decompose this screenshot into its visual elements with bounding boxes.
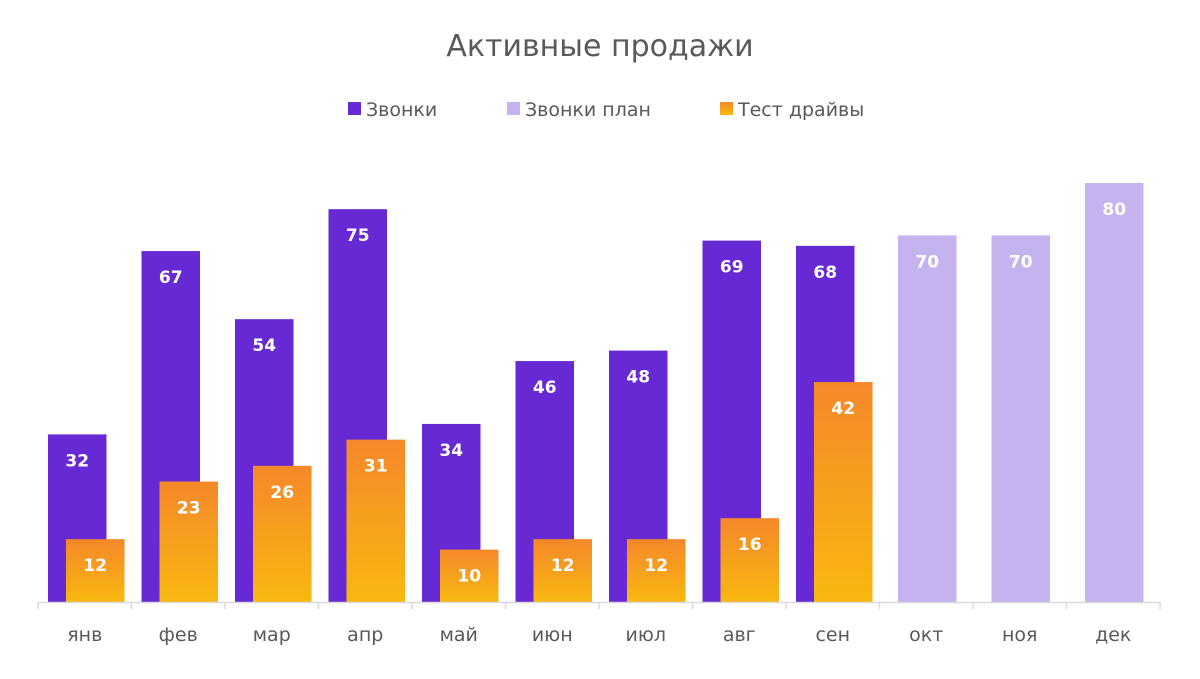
bar-Тест-драйвы-апр	[346, 439, 405, 602]
bar-Тест-драйвы-июл	[627, 539, 686, 602]
x-axis: янв фев мар апр май июн июл авг сен окт ноя дек	[37, 601, 1161, 646]
data-label: 75	[346, 226, 370, 246]
data-label: 12	[644, 556, 668, 576]
legend: Звонки Звонки план Тест драйвы	[348, 99, 864, 121]
data-label: 10	[457, 567, 481, 587]
data-label: 46	[533, 378, 557, 398]
data-label: 12	[83, 556, 107, 576]
bar-Тест-драйвы-сен	[814, 382, 873, 602]
data-label: 26	[270, 483, 294, 503]
bar-Звонки-план-окт	[898, 235, 957, 602]
x-tick-label: июл	[626, 624, 667, 646]
data-label: 16	[738, 535, 762, 555]
data-label: 67	[159, 268, 183, 288]
bar-Тест-драйвы-май	[440, 549, 499, 602]
bar-Тест-драйвы-июн	[533, 539, 592, 602]
x-tick-label: фев	[159, 624, 198, 646]
data-label: 80	[1102, 200, 1126, 220]
legend-label: Тест драйвы	[737, 99, 864, 121]
data-label: 48	[626, 368, 650, 388]
bar-Тест-драйвы-янв	[66, 539, 125, 602]
bar-Звонки-план-дек	[1085, 183, 1144, 602]
chart-title: Активные продажи	[446, 29, 753, 64]
bar-Звонки-план-ноя	[991, 235, 1050, 602]
legend-swatch	[507, 102, 520, 115]
x-tick-label: окт	[909, 624, 943, 646]
data-label: 68	[813, 263, 837, 283]
x-tick-label: авг	[723, 624, 756, 646]
x-tick-label: мар	[253, 624, 291, 646]
legend-label: Звонки	[366, 99, 437, 121]
data-label: 23	[177, 499, 201, 519]
x-tick-label: апр	[347, 624, 383, 646]
data-label: 32	[65, 451, 89, 471]
data-label: 31	[364, 457, 388, 477]
data-label: 69	[720, 258, 744, 278]
bar-Тест-драйвы-фев	[159, 481, 218, 602]
x-tick-label: янв	[67, 624, 102, 646]
legend-label: Звонки план	[525, 99, 651, 121]
data-label: 70	[1009, 252, 1033, 272]
x-tick-label: июн	[532, 624, 573, 646]
data-label: 42	[831, 399, 855, 419]
data-label: 34	[439, 441, 463, 461]
x-tick-label: сен	[815, 624, 850, 646]
x-tick-label: ноя	[1002, 624, 1037, 646]
bar-Тест-драйвы-мар	[253, 465, 312, 602]
x-tick-label: дек	[1095, 624, 1131, 646]
bar-Тест-драйвы-авг	[720, 518, 779, 602]
data-label: 54	[252, 336, 276, 356]
data-label: 12	[551, 556, 575, 576]
data-label: 70	[915, 252, 939, 272]
legend-swatch	[348, 102, 361, 115]
x-tick-label: май	[440, 624, 478, 646]
legend-swatch	[720, 102, 733, 115]
